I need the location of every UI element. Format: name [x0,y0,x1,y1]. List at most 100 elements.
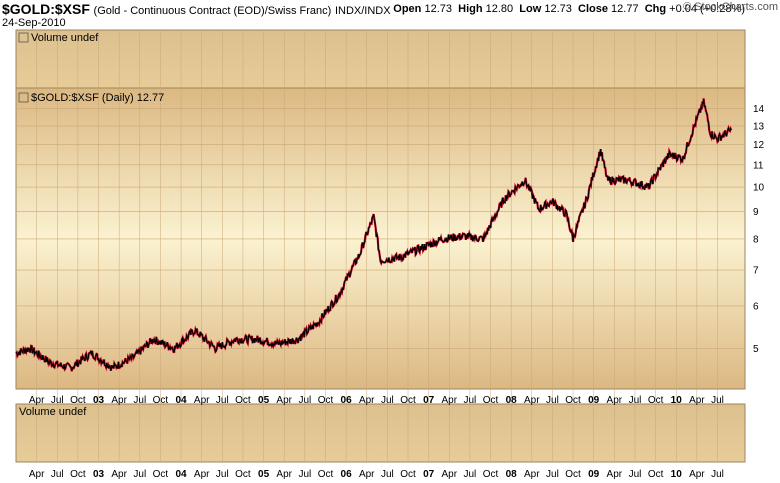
x-tick-label: Apr [359,395,375,406]
svg-text:$GOLD:$XSF (Daily) 12.77: $GOLD:$XSF (Daily) 12.77 [31,92,164,104]
y-axis: 5 6 7 8 9 10 11 12 13 14 [753,104,765,355]
x-tick-label: Oct [483,469,499,480]
x-tick-label: Jul [711,469,724,480]
chart-title: $GOLD:$XSF (Gold - Continuous Contract (… [2,1,391,17]
y-tick-label: 13 [753,121,765,132]
x-tick-label: Oct [318,395,334,406]
symbol: $GOLD:$XSF [2,1,90,17]
volume-panel-top [15,29,746,89]
x-tick-label: Oct [565,469,581,480]
x-tick-label: Jul [298,395,311,406]
x-tick-label: Apr [441,469,457,480]
x-tick-label: 05 [258,395,270,406]
x-tick-label: Apr [194,469,210,480]
x-tick-label: Apr [441,395,457,406]
y-tick-label: 12 [753,140,765,151]
x-tick-label: Jul [51,395,64,406]
x-tick-label: Apr [111,395,127,406]
x-tick-label: Oct [318,469,334,480]
x-tick-label: Jul [216,469,229,480]
x-tick-label: Apr [194,395,210,406]
x-tick-label: 07 [423,469,435,480]
x-tick-label: Apr [524,469,540,480]
x-tick-label: Jul [133,395,146,406]
x-tick-label: Jul [629,469,642,480]
y-tick-label: 14 [753,104,765,115]
y-tick-label: 10 [753,183,765,194]
price-panel [15,87,746,390]
x-tick-label: 06 [341,395,353,406]
chg-value: +0.04 (+0.28%) [669,3,745,15]
x-tick-label: Oct [235,395,251,406]
x-tick-label: Apr [524,395,540,406]
x-tick-label: Apr [607,469,623,480]
x-tick-label: 04 [175,395,187,406]
x-tick-label: Apr [359,469,375,480]
x-tick-label: Apr [29,395,45,406]
x-tick-label: Apr [607,395,623,406]
symbol-description: (Gold - Continuous Contract (EOD)/Swiss … [93,5,332,17]
low-label: Low [519,3,542,15]
x-tick-label: 08 [506,469,518,480]
x-tick-label: Jul [381,469,394,480]
y-tick-label: 7 [753,266,759,277]
y-tick-label: 8 [753,234,759,245]
x-tick-label: Jul [464,469,477,480]
x-tick-label: 10 [671,469,683,480]
high-value: 12.80 [485,3,514,15]
x-tick-label: Oct [153,395,169,406]
y-tick-label: 5 [753,344,759,355]
open-value: 12.73 [424,3,452,15]
x-tick-label: 09 [588,395,600,406]
x-tick-label: Jul [298,469,311,480]
close-label: Close [578,3,608,15]
x-tick-label: Oct [235,469,251,480]
x-tick-label: Oct [648,395,664,406]
x-tick-label: 05 [258,469,270,480]
x-axis-bottom: Apr Jul Oct 03 Apr Jul Oct 04 Apr Jul Oct 05 Apr Jul O… [29,469,724,480]
volume-bottom-label: Volume undef [19,406,87,418]
x-tick-label: 10 [671,395,683,406]
y-tick-label: 6 [753,301,759,312]
x-tick-label: Oct [70,469,86,480]
y-tick-label: 9 [753,207,759,218]
price-label: $GOLD:$XSF (Daily) 12.77 [18,92,164,104]
svg-text:Volume undef: Volume undef [31,32,99,44]
exchange: INDX/INDX [334,5,391,17]
x-tick-label: Jul [216,395,229,406]
x-tick-label: Oct [483,395,499,406]
x-tick-label: Jul [464,395,477,406]
x-tick-label: Oct [400,469,416,480]
x-tick-label: 06 [341,469,353,480]
ohlc-readout: Open 12.73 High 12.80 Low 12.73 Close 12… [393,3,745,15]
x-tick-label: Oct [400,395,416,406]
x-tick-label: Jul [546,469,559,480]
volume-panel-bottom [15,403,746,463]
x-tick-label: Jul [51,469,64,480]
open-label: Open [393,3,422,15]
svg-text:Volume undef: Volume undef [19,406,87,418]
x-tick-label: 04 [175,469,187,480]
x-tick-label: Oct [565,395,581,406]
x-tick-label: Apr [29,469,45,480]
x-tick-label: 08 [506,395,518,406]
x-tick-label: Oct [648,469,664,480]
x-tick-label: Oct [153,469,169,480]
x-tick-label: 09 [588,469,600,480]
y-tick-label: 11 [753,160,764,171]
price-line [15,98,732,372]
volume-top-label: Volume undef [18,32,99,44]
x-tick-label: Apr [689,469,705,480]
x-axis: Apr Jul Oct 03 Apr Jul Oct 04 Apr Jul Oct 05 Apr Jul O… [29,395,724,406]
x-tick-label: 07 [423,395,435,406]
x-tick-label: Apr [276,395,292,406]
x-tick-label: 03 [93,395,105,406]
x-tick-label: Oct [70,395,86,406]
x-tick-label: Apr [111,469,127,480]
x-tick-label: Jul [133,469,146,480]
stockcharts-brand: © StockCharts.com [683,1,778,13]
x-tick-label: Apr [689,395,705,406]
high-label: High [458,3,483,15]
chg-label: Chg [644,3,667,15]
